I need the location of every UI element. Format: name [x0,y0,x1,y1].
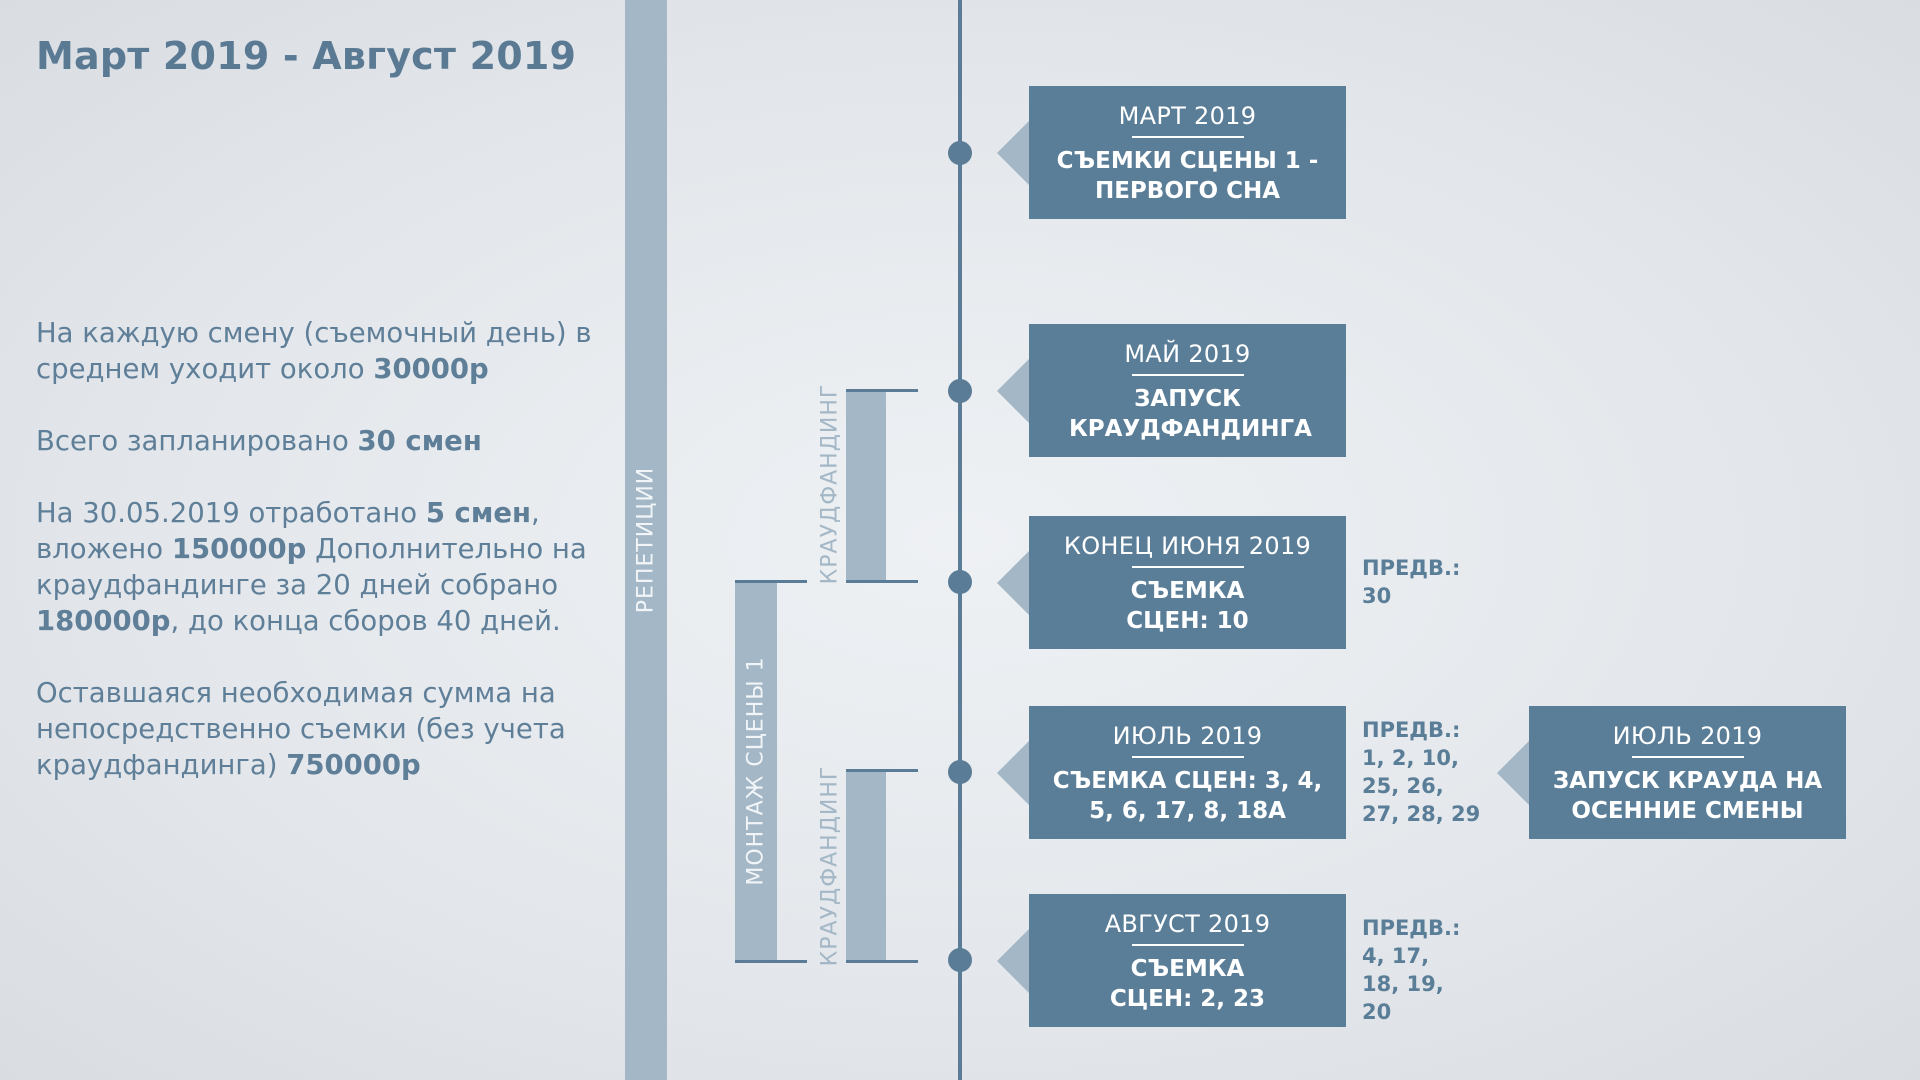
event-description: СЪЕМКА СЦЕН: 3, 4, 5, 6, 17, 8, 18А [1052,768,1323,824]
event-card-july: ИЮЛЬ 2019 СЪЕМКА СЦЕН: 3, 4, 5, 6, 17, 8… [997,706,1346,839]
timeline-dot [948,379,972,403]
timeline-axis [958,0,962,1080]
info-progress: На 30.05.2019 отработано 5 смен, вложено… [36,497,587,637]
event-card-august: АВГУСТ 2019 СЪЕМКА СЦЕН: 2, 23 [997,894,1346,1027]
preliminary-label: ПРЕДВ.: [1362,916,1461,940]
card-pointer [997,358,1029,423]
info-panel: На каждую смену (съемочный день) в средн… [36,315,596,819]
event-description: ЗАПУСК КРАУДФАНДИНГА [1069,386,1312,442]
montage-label: МОНТАЖ СЦЕНЫ 1 [743,656,769,886]
event-date: КОНЕЦ ИЮНЯ 2019 [1063,532,1312,560]
card-pointer [1497,740,1529,805]
preliminary-value: 30 [1362,584,1392,608]
timeline-dot [948,141,972,165]
divider [1131,756,1244,758]
divider [1131,136,1244,138]
divider [1131,374,1244,376]
montage-bar [735,582,777,962]
preliminary-scenes-august: ПРЕДВ.: 4, 17, 18, 19, 20 [1362,914,1472,1026]
event-card-may: МАЙ 2019 ЗАПУСК КРАУДФАНДИНГА [997,324,1346,457]
event-card-march: МАРТ 2019 СЪЕМКИ СЦЕНЫ 1 - ПЕРВОГО СНА [997,86,1346,219]
event-description: СЪЕМКА СЦЕН: 2, 23 [1109,956,1266,1012]
page-title: Март 2019 - Август 2019 [36,34,577,78]
event-date: ИЮЛЬ 2019 [1112,722,1263,750]
crowdfunding-2-bracket-bottom [846,960,918,963]
event-description: СЪЕМКА СЦЕН: 10 [1126,578,1249,634]
crowdfunding-bar-2 [846,772,886,962]
preliminary-value: 4, 17, 18, 19, 20 [1362,944,1444,1024]
event-card-july-crowd: ИЮЛЬ 2019 ЗАПУСК КРАУДА НА ОСЕННИЕ СМЕНЫ [1497,706,1846,839]
crowdfunding-1-bracket-bottom [846,580,918,583]
card-pointer [997,740,1029,805]
timeline-dot [948,760,972,784]
crowdfunding-label-2: КРАУДФАНДИНГ [817,765,843,967]
preliminary-value: 1, 2, 10, 25, 26, 27, 28, 29 [1362,746,1481,826]
divider [1131,566,1244,568]
card-pointer [997,550,1029,615]
info-total-shifts: Всего запланировано 30 смен [36,425,482,457]
event-card-june: КОНЕЦ ИЮНЯ 2019 СЪЕМКА СЦЕН: 10 [997,516,1346,649]
event-date: МАЙ 2019 [1124,340,1251,368]
crowdfunding-label-1: КРАУДФАНДИНГ [817,383,843,585]
preliminary-label: ПРЕДВ.: [1362,556,1461,580]
crowdfunding-2-bracket-top [846,769,918,772]
preliminary-scenes-july: ПРЕДВ.: 1, 2, 10, 25, 26, 27, 28, 29 [1362,716,1482,828]
montage-bracket-top [735,580,807,583]
card-pointer [997,928,1029,993]
event-date: ИЮЛЬ 2019 [1612,722,1763,750]
preliminary-label: ПРЕДВ.: [1362,718,1461,742]
info-shift-cost: На каждую смену (съемочный день) в средн… [36,317,592,385]
info-remaining: Оставшаяся необходимая сумма на непосред… [36,677,566,781]
card-pointer [997,120,1029,185]
event-description: ЗАПУСК КРАУДА НА ОСЕННИЕ СМЕНЫ [1552,768,1823,824]
crowdfunding-1-bracket-top [846,389,918,392]
divider [1131,944,1244,946]
event-date: МАРТ 2019 [1118,102,1257,130]
event-date: АВГУСТ 2019 [1104,910,1271,938]
preliminary-scenes-june: ПРЕДВ.: 30 [1362,554,1472,610]
rehearsals-bar [625,0,667,1080]
crowdfunding-bar-1 [846,392,886,582]
montage-bracket-bottom [735,960,807,963]
timeline-dot [948,570,972,594]
divider [1631,756,1744,758]
event-description: СЪЕМКИ СЦЕНЫ 1 - ПЕРВОГО СНА [1056,148,1319,204]
timeline-dot [948,948,972,972]
rehearsals-label: РЕПЕТИЦИИ [633,466,659,614]
